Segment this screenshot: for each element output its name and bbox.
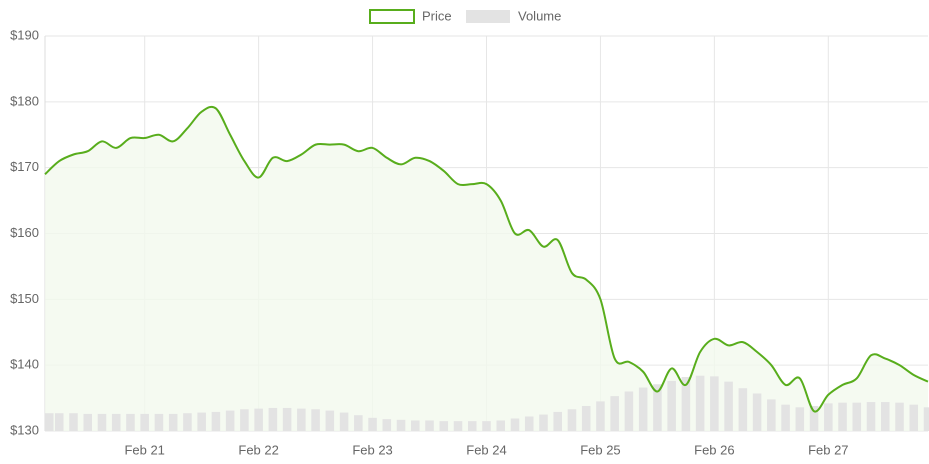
volume-bar [111, 413, 121, 431]
volume-bar [467, 421, 477, 431]
volume-bar [638, 387, 648, 431]
volume-bar [581, 405, 591, 431]
x-tick-label: Feb 26 [694, 442, 734, 457]
volume-bar [45, 413, 54, 431]
volume-bar [738, 388, 748, 431]
price-line [44, 105, 929, 413]
volume-bar [852, 402, 862, 431]
volume-bar [297, 408, 306, 431]
volume-bar [154, 413, 164, 431]
volume-bar [781, 404, 790, 431]
volume-bar [624, 391, 634, 431]
volume-bar [710, 376, 719, 431]
volume-bar [354, 415, 363, 431]
volume-bar [866, 402, 876, 431]
legend-label[interactable]: Price [422, 8, 452, 23]
volume-bar [895, 402, 904, 431]
volume-bar [610, 396, 619, 431]
volume-bar [539, 414, 548, 431]
volume-bar [524, 416, 534, 431]
volume-bar [553, 411, 562, 431]
y-tick-label: $180 [10, 93, 39, 108]
volume-bar [69, 413, 78, 431]
volume-bar [752, 393, 762, 431]
x-tick-label: Feb 24 [466, 442, 506, 457]
x-tick-label: Feb 22 [238, 442, 278, 457]
volume-bar [496, 420, 506, 431]
volume-bar [197, 412, 206, 431]
volume-bar [510, 418, 520, 431]
volume-bar [183, 413, 192, 431]
volume-bar [439, 421, 449, 431]
volume-bar [382, 419, 392, 431]
x-tick-label: Feb 21 [124, 442, 164, 457]
volume-bar [425, 420, 434, 431]
volume-bar [824, 403, 833, 431]
y-tick-label: $130 [10, 422, 39, 437]
volume-bar [881, 402, 890, 431]
volume-bar [795, 407, 805, 431]
volume-bar [168, 413, 178, 431]
volume-bar [909, 404, 919, 431]
volume-bar [140, 413, 149, 431]
volume-bar [923, 407, 929, 431]
legend-swatch[interactable] [369, 9, 415, 24]
volume-bar [695, 375, 705, 431]
volume-bar [97, 413, 107, 431]
volume-bar [596, 401, 605, 431]
volume-bar [211, 411, 221, 431]
volume-bar [240, 409, 249, 431]
price-area [45, 106, 928, 432]
x-tick-label: Feb 23 [352, 442, 392, 457]
legend-label[interactable]: Volume [518, 8, 561, 23]
x-tick-label: Feb 27 [808, 442, 848, 457]
y-tick-label: $190 [10, 27, 39, 42]
legend-swatch[interactable] [466, 10, 510, 23]
volume-bar [809, 405, 819, 431]
volume-bar [567, 409, 577, 431]
volume-bar [254, 408, 263, 431]
volume-bar [396, 419, 406, 431]
volume-bar [225, 410, 235, 431]
volume-bar [83, 413, 92, 431]
volume-bar [325, 410, 335, 431]
y-tick-label: $140 [10, 357, 39, 372]
volume-bar [311, 409, 320, 431]
volume-bar [482, 421, 491, 431]
volume-bar [282, 407, 292, 431]
volume-bar [54, 413, 64, 431]
volume-bar [838, 402, 847, 431]
x-tick-label: Feb 25 [580, 442, 620, 457]
volume-bar [653, 384, 662, 431]
volume-bar [126, 413, 135, 431]
volume-bar [681, 377, 691, 431]
y-tick-label: $150 [10, 291, 39, 306]
volume-bar [767, 399, 776, 431]
volume-bar [667, 380, 676, 431]
volume-bar [268, 407, 278, 431]
volume-bar [339, 412, 349, 431]
volume-bar [411, 420, 420, 431]
volume-bar [453, 421, 463, 431]
y-tick-label: $170 [10, 159, 39, 174]
volume-bar [368, 417, 377, 431]
volume-bar [724, 381, 733, 431]
y-tick-label: $160 [10, 225, 39, 240]
